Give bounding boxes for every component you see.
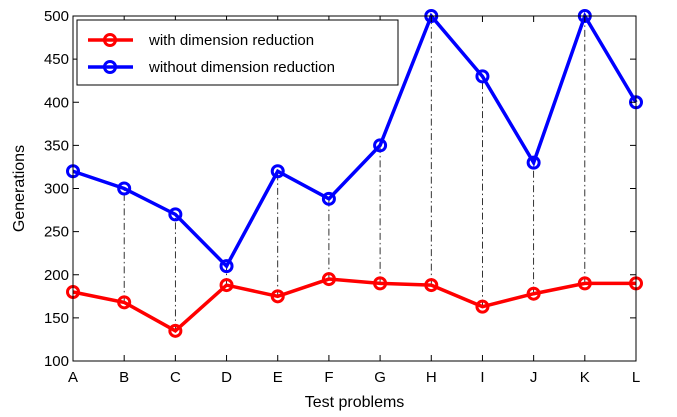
data-point-e xyxy=(270,289,285,304)
x-tick-label-j: J xyxy=(530,369,538,386)
x-tick-label-g: G xyxy=(374,369,386,386)
data-point-b xyxy=(117,181,132,196)
y-tick-label-100: 100 xyxy=(44,353,69,370)
series-layer xyxy=(66,9,643,338)
series-with-dimension-reduction xyxy=(66,272,643,338)
data-point-c xyxy=(168,207,183,222)
series-line xyxy=(72,11,638,270)
x-tick-label-b: B xyxy=(119,369,129,386)
series-line xyxy=(72,277,636,333)
data-point-d xyxy=(219,278,234,293)
x-tick-label-i: I xyxy=(480,369,484,386)
legend-marker xyxy=(103,33,117,47)
x-tick-labels: A B C D E F G H I J K L xyxy=(68,369,640,386)
data-point-i xyxy=(475,299,490,314)
legend-marker xyxy=(103,60,117,74)
x-tick-label-e: E xyxy=(273,369,283,386)
legend-box xyxy=(76,19,399,86)
legend-label: without dimension reduction xyxy=(148,59,335,76)
x-tick-label-k: K xyxy=(580,369,590,386)
data-point-g xyxy=(373,138,388,153)
data-point-f xyxy=(321,191,336,206)
data-point-j xyxy=(526,155,541,170)
y-tick-labels: 100 150 200 250 300 350 400 450 500 xyxy=(44,8,69,370)
legend-label: with dimension reduction xyxy=(148,32,314,49)
data-point-h xyxy=(424,278,439,293)
data-point-b xyxy=(117,295,132,310)
y-tick-label-250: 250 xyxy=(44,224,69,241)
x-tick-label-c: C xyxy=(170,369,181,386)
data-point-c xyxy=(168,323,183,338)
y-tick-label-400: 400 xyxy=(44,94,69,111)
x-axis-label: Test problems xyxy=(305,394,405,411)
x-tick-label-a: A xyxy=(68,369,78,386)
data-point-d xyxy=(219,259,234,274)
connector-lines xyxy=(72,16,637,331)
data-point-j xyxy=(526,286,541,301)
y-tick-label-200: 200 xyxy=(44,267,69,284)
x-tick-label-f: F xyxy=(324,369,333,386)
x-tick-label-d: D xyxy=(221,369,232,386)
y-axis-label: Generations xyxy=(11,145,28,232)
y-tick-label-300: 300 xyxy=(44,181,69,198)
data-point-f xyxy=(321,272,336,287)
data-point-e xyxy=(270,164,285,179)
data-point-g xyxy=(373,276,388,291)
data-point-i xyxy=(475,69,490,84)
y-tick-label-150: 150 xyxy=(44,310,69,327)
legend: with dimension reduction without dimensio… xyxy=(76,19,399,86)
data-point-k xyxy=(577,276,592,291)
y-tick-label-450: 450 xyxy=(44,51,69,68)
x-tick-label-h: H xyxy=(426,369,437,386)
x-tick-label-l: L xyxy=(632,369,640,386)
y-tick-label-350: 350 xyxy=(44,137,69,154)
series-without-dimension-reduction xyxy=(66,9,643,274)
y-tick-label-500: 500 xyxy=(44,8,69,25)
